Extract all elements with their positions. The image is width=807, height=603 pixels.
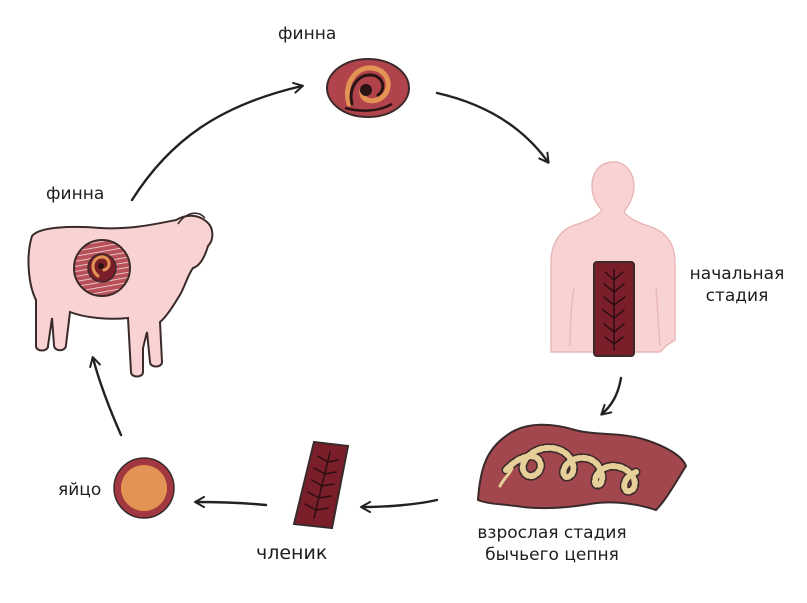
label-initial-stage-line2: стадия <box>705 286 769 306</box>
label-initial-stage-line1: начальная <box>689 264 785 284</box>
arrow-finna-to-human <box>435 91 550 164</box>
label-finna-cow: финна <box>46 184 105 204</box>
cow-icon <box>27 212 214 378</box>
proglottid-segment-icon <box>292 440 350 530</box>
intestine-initial-stage-icon <box>593 261 635 357</box>
cycle-arrows <box>89 81 623 513</box>
adult-tapeworm-icon <box>476 423 688 512</box>
label-egg: яйцо <box>58 480 102 500</box>
label-initial-stage: начальная стадия <box>682 263 792 307</box>
arrow-segment-to-egg <box>194 496 268 509</box>
label-adult-stage-line2: бычьего цепня <box>485 545 619 565</box>
arrow-adult-to-segment <box>360 498 439 513</box>
label-finna-top: финна <box>278 24 337 44</box>
arrow-human-to-adult <box>600 376 623 416</box>
human-icon <box>550 161 676 353</box>
arrow-cow-to-finna <box>130 81 304 202</box>
label-segment: членик <box>256 542 328 564</box>
label-adult-stage-line1: взрослая стадия <box>477 523 627 543</box>
finna-top-icon <box>326 58 410 118</box>
arrow-egg-to-cow <box>89 356 123 437</box>
egg-icon <box>113 457 175 519</box>
cow-finna-cyst-icon <box>73 239 131 297</box>
label-adult-stage: взрослая стадия бычьего цепня <box>452 522 652 566</box>
